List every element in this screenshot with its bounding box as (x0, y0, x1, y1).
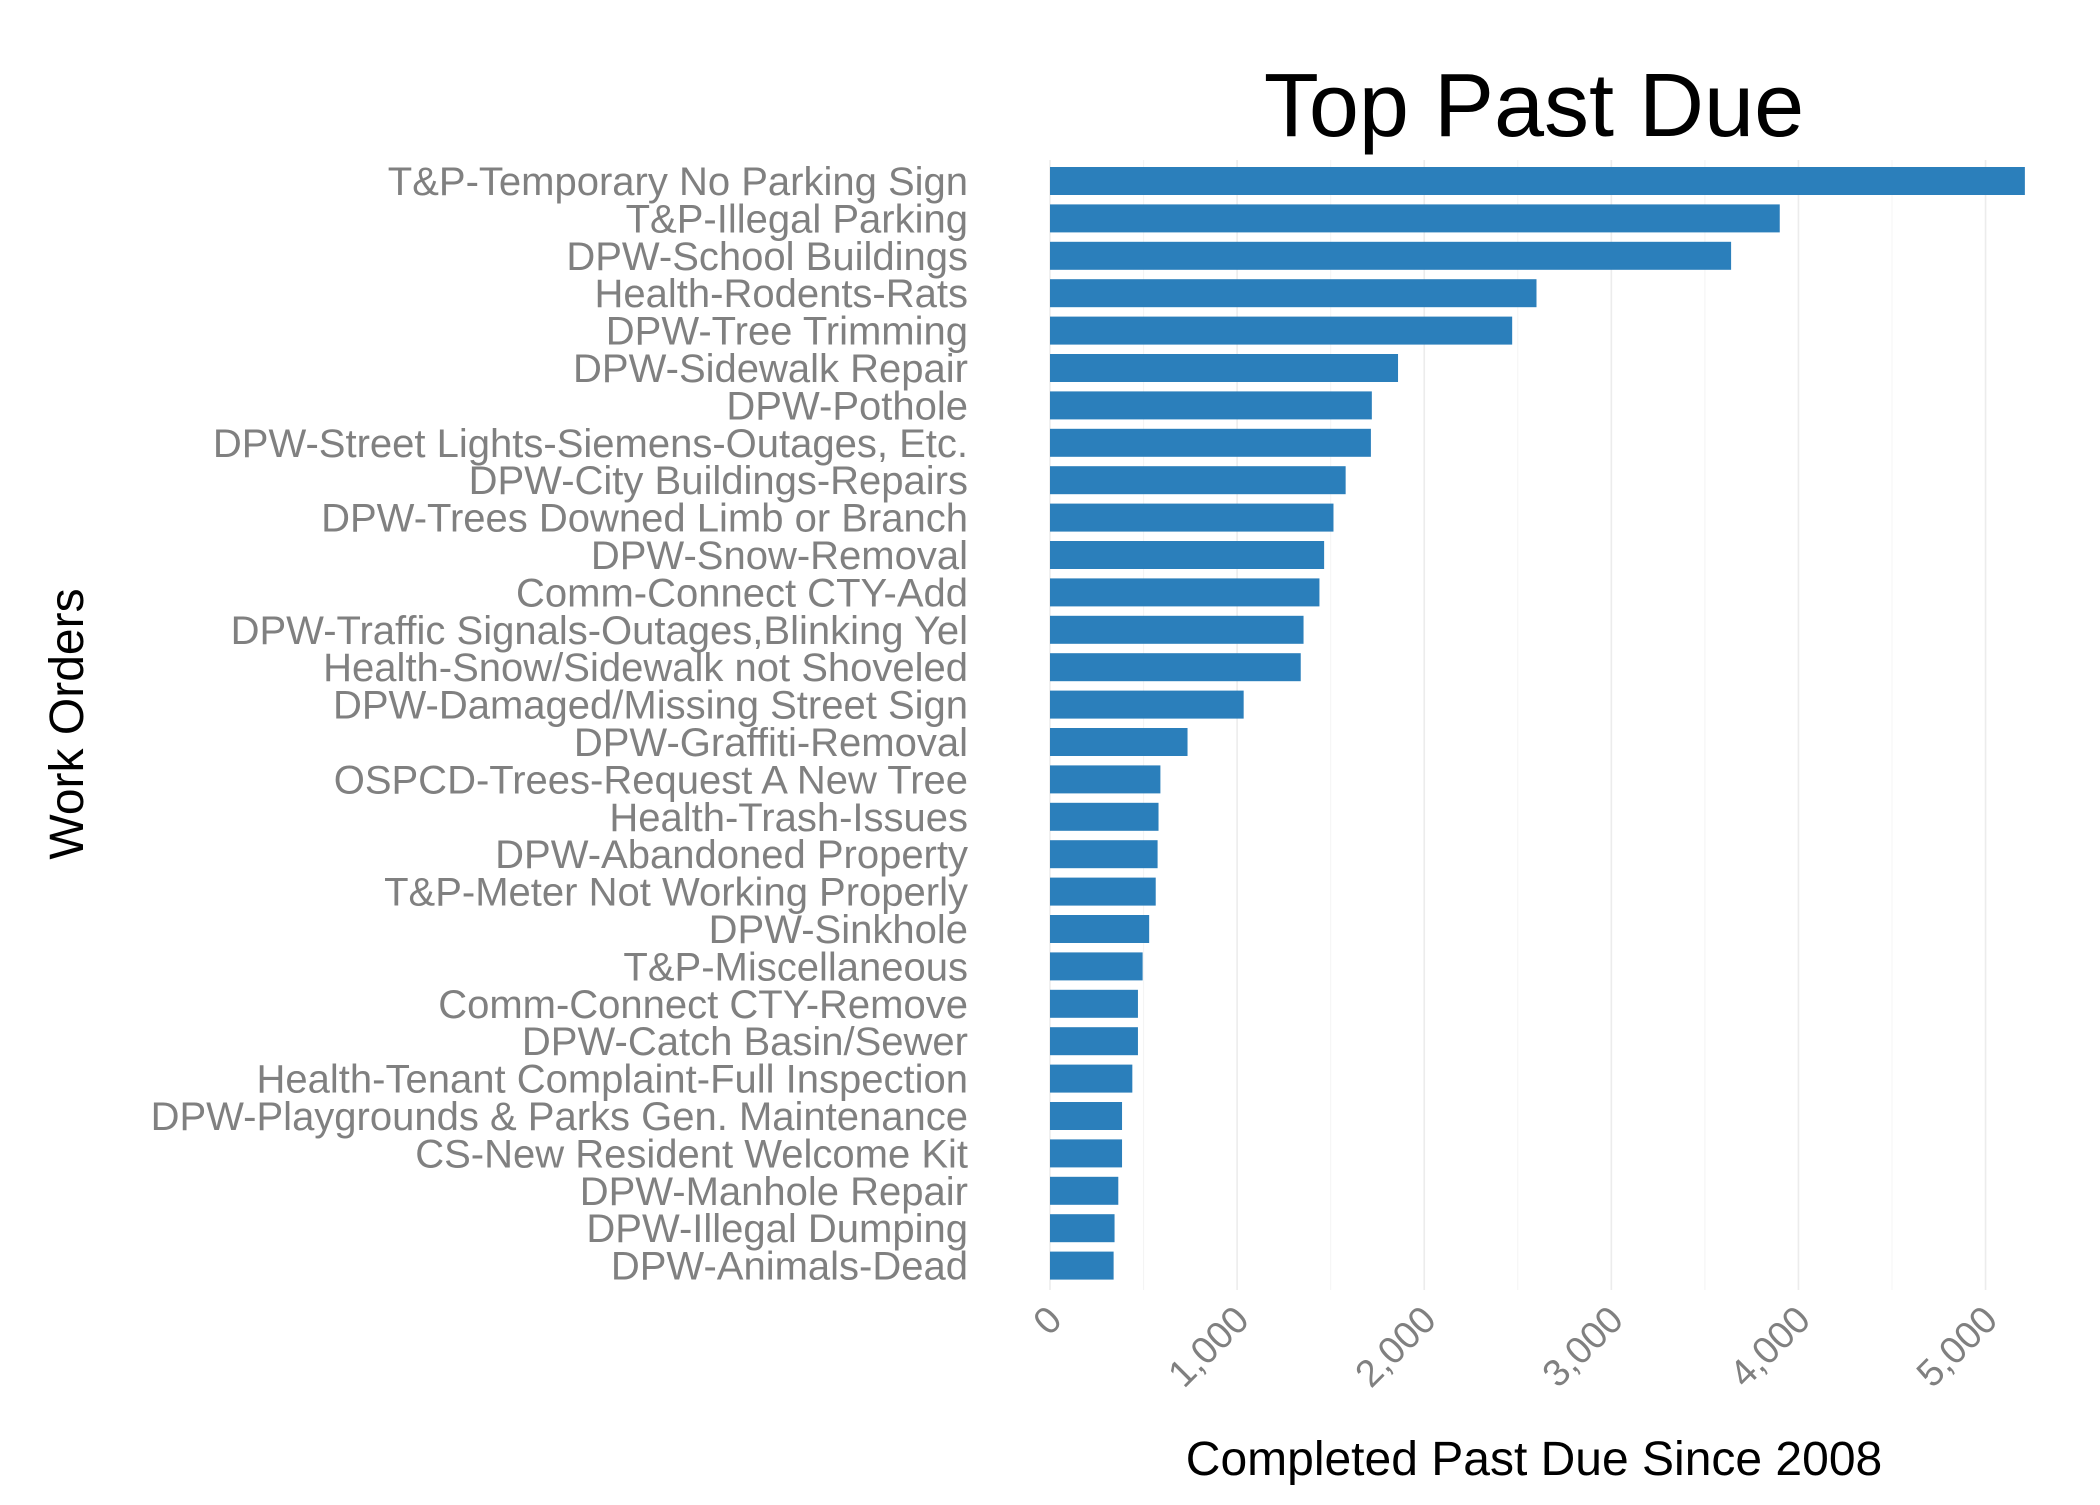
bar (1050, 915, 1150, 943)
category-label: DPW-Sidewalk Repair (573, 347, 968, 391)
bar (1050, 952, 1143, 981)
bar (1050, 615, 1304, 644)
bar (1050, 690, 1244, 719)
category-label: DPW-School Buildings (566, 235, 968, 279)
category-labels: T&P-Temporary No Parking SignT&P-Illegal… (151, 160, 968, 1289)
bar (1050, 1102, 1123, 1130)
bar (1050, 503, 1334, 532)
category-label: DPW-Trees Downed Limb or Branch (321, 497, 968, 541)
category-label: DPW-Catch Basin/Sewer (522, 1020, 968, 1064)
bar (1050, 466, 1346, 495)
category-label: DPW-City Buildings-Repairs (469, 459, 968, 503)
bars (1050, 167, 2025, 1280)
bar (1050, 204, 1780, 233)
category-label: T&P-Illegal Parking (626, 197, 968, 241)
category-label: DPW-Playgrounds & Parks Gen. Maintenance (151, 1095, 968, 1139)
category-label: DPW-Graffiti-Removal (574, 721, 968, 765)
category-label: DPW-Illegal Dumping (586, 1207, 968, 1251)
category-label: Health-Tenant Complaint-Full Inspection (257, 1058, 968, 1102)
x-axis-label: Completed Past Due Since 2008 (1186, 1433, 1882, 1486)
category-label: DPW-Street Lights-Siemens-Outages, Etc. (213, 422, 968, 466)
bar (1050, 279, 1537, 308)
category-label: OSPCD-Trees-Request A New Tree (334, 758, 968, 802)
bar (1050, 877, 1156, 906)
x-tick-label: 5,000 (1909, 1299, 2006, 1396)
category-label: DPW-Manhole Repair (580, 1170, 968, 1214)
category-label: Health-Rodents-Rats (595, 272, 969, 316)
bar (1050, 541, 1325, 569)
bar (1050, 840, 1158, 869)
bar (1050, 316, 1513, 345)
bar (1050, 167, 2025, 195)
category-label: CS-New Resident Welcome Kit (415, 1132, 968, 1176)
y-axis-label: Work Orders (41, 588, 94, 859)
category-label: T&P-Temporary No Parking Sign (388, 160, 968, 204)
category-label: DPW-Snow-Removal (591, 534, 968, 578)
category-label: T&P-Miscellaneous (623, 945, 968, 989)
bar (1050, 1064, 1133, 1093)
bar (1050, 391, 1372, 420)
category-label: T&P-Meter Not Working Properly (384, 871, 968, 915)
bar (1050, 578, 1320, 607)
category-label: DPW-Tree Trimming (606, 310, 968, 354)
category-label: DPW-Animals-Dead (611, 1245, 968, 1289)
category-label: DPW-Traffic Signals-Outages,Blinking Yel (231, 609, 968, 653)
bar (1050, 989, 1138, 1018)
bar (1050, 728, 1188, 756)
chart-title: Top Past Due (1264, 56, 1804, 156)
bar (1050, 241, 1732, 270)
category-label: DPW-Sinkhole (709, 908, 968, 952)
x-tick-label: 2,000 (1348, 1299, 1445, 1396)
gridlines (1049, 160, 1987, 1290)
bar (1050, 428, 1371, 457)
bar (1050, 1176, 1119, 1205)
category-label: Comm-Connect CTY-Remove (438, 983, 968, 1027)
x-tick-label: 0 (1026, 1299, 1071, 1344)
category-label: DPW-Abandoned Property (495, 833, 968, 877)
category-label: DPW-Pothole (726, 384, 968, 428)
category-label: Comm-Connect CTY-Add (516, 571, 968, 615)
x-tick-label: 1,000 (1161, 1299, 1258, 1396)
bar (1050, 1251, 1114, 1280)
bar (1050, 354, 1399, 382)
category-label: Health-Snow/Sidewalk not Shoveled (323, 646, 968, 690)
x-tick-label: 3,000 (1535, 1299, 1632, 1396)
x-tick-labels: 0 1,000 2,000 3,000 4,000 5,000 (1026, 1299, 2006, 1396)
bar (1050, 802, 1159, 831)
bar (1050, 765, 1161, 794)
bar (1050, 653, 1301, 682)
bar (1050, 1027, 1138, 1056)
category-label: Health-Trash-Issues (609, 796, 968, 840)
category-label: DPW-Damaged/Missing Street Sign (333, 684, 968, 728)
bar (1050, 1214, 1115, 1243)
bar (1050, 1139, 1123, 1168)
x-tick-label: 4,000 (1722, 1299, 1819, 1396)
